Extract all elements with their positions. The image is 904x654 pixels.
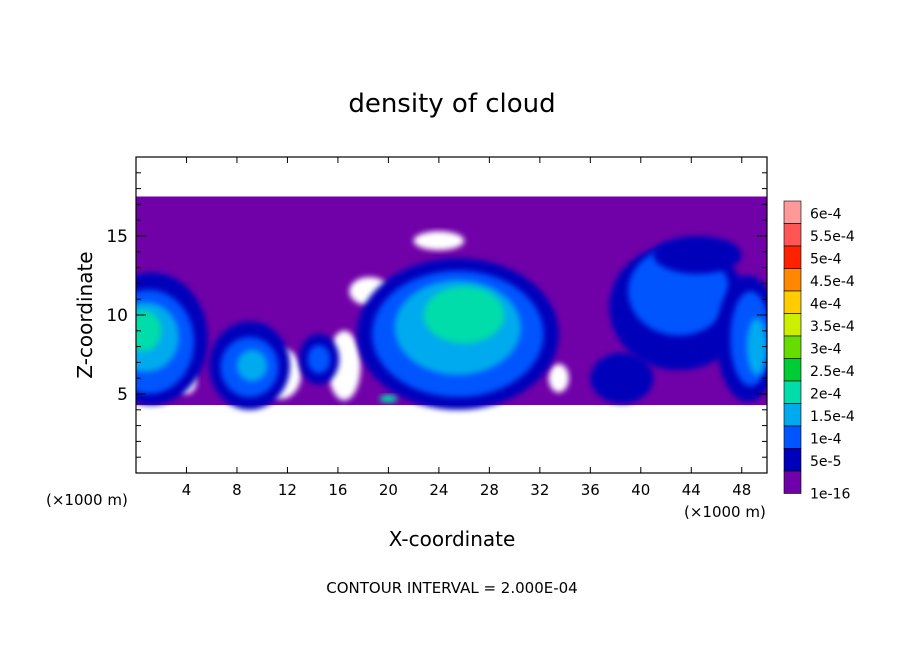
clear-gap bbox=[548, 363, 569, 393]
colorbar-label: 6e-4 bbox=[810, 206, 842, 222]
colorbar-label: 2.5e-4 bbox=[810, 364, 855, 380]
colorbar-swatch bbox=[783, 358, 802, 382]
colorbar-legend: 6e-4 5.5e-4 5e-4 4.5e-4 4e-4 3.5e-4 3e-4 2.5e-4… bbox=[783, 200, 855, 503]
colorbar-swatch bbox=[783, 313, 802, 337]
colorbar-swatch bbox=[783, 245, 802, 269]
colorbar-swatch bbox=[783, 268, 802, 292]
colorbar-label: 3e-4 bbox=[810, 341, 842, 357]
cloud-core bbox=[379, 394, 398, 403]
colorbar-swatch bbox=[783, 200, 802, 224]
y-tick-label: 5 bbox=[117, 385, 128, 405]
x-unit-label-left: (×1000 m) bbox=[46, 491, 128, 509]
x-axis-label: X-coordinate bbox=[389, 527, 516, 551]
x-tick-label: 8 bbox=[232, 481, 242, 499]
colorbar-label: 5.5e-4 bbox=[810, 229, 855, 245]
x-tick-label: 16 bbox=[328, 481, 347, 499]
x-tick-label: 20 bbox=[379, 481, 398, 499]
colorbar-swatch bbox=[783, 335, 802, 359]
cloud-core bbox=[590, 352, 654, 404]
x-tick-label: 44 bbox=[682, 481, 701, 499]
x-tick-label: 4 bbox=[182, 481, 192, 499]
density-field bbox=[136, 196, 767, 410]
y-axis-ticks: 5 10 15 bbox=[106, 172, 767, 458]
clear-gap bbox=[413, 231, 465, 251]
colorbar-label: 2e-4 bbox=[810, 386, 842, 402]
cloud-core bbox=[136, 310, 162, 352]
x-axis-ticks: 4 8 12 16 20 24 28 32 36 40 44 48 bbox=[182, 157, 751, 499]
cloud-core bbox=[746, 318, 767, 376]
colorbar-label: 1e-16 bbox=[810, 487, 850, 503]
cloud-core bbox=[236, 349, 268, 382]
colorbar-swatch bbox=[783, 448, 802, 472]
colorbar-label: 4.5e-4 bbox=[810, 274, 855, 290]
cloud-core bbox=[423, 286, 505, 344]
x-tick-label: 24 bbox=[429, 481, 448, 499]
chart-title: density of cloud bbox=[348, 89, 555, 119]
x-unit-label-right: (×1000 m) bbox=[684, 503, 766, 521]
colorbar-swatch bbox=[783, 403, 802, 427]
x-tick-label: 12 bbox=[278, 481, 297, 499]
y-axis-label: Z-coordinate bbox=[73, 251, 97, 378]
colorbar-label: 5e-4 bbox=[810, 251, 842, 267]
colorbar-swatch bbox=[783, 290, 802, 314]
y-tick-label: 10 bbox=[106, 306, 128, 326]
cloud-core bbox=[307, 345, 331, 374]
colorbar-swatch bbox=[783, 470, 802, 494]
colorbar-swatch bbox=[783, 380, 802, 404]
colorbar-swatch bbox=[783, 223, 802, 247]
y-tick-label: 15 bbox=[106, 227, 128, 247]
colorbar-label: 1e-4 bbox=[810, 431, 842, 447]
colorbar-label: 4e-4 bbox=[810, 296, 842, 312]
x-tick-label: 28 bbox=[480, 481, 499, 499]
cloud-core bbox=[653, 236, 742, 274]
colorbar-label: 3.5e-4 bbox=[810, 319, 855, 335]
contour-interval-note: CONTOUR INTERVAL = 2.000E-04 bbox=[326, 579, 577, 597]
colorbar-label: 1.5e-4 bbox=[810, 409, 855, 425]
colorbar-label: 5e-5 bbox=[810, 454, 841, 470]
x-tick-label: 36 bbox=[581, 481, 600, 499]
x-tick-label: 32 bbox=[530, 481, 549, 499]
x-tick-label: 40 bbox=[631, 481, 650, 499]
x-tick-label: 48 bbox=[732, 481, 751, 499]
colorbar-swatch bbox=[783, 425, 802, 449]
